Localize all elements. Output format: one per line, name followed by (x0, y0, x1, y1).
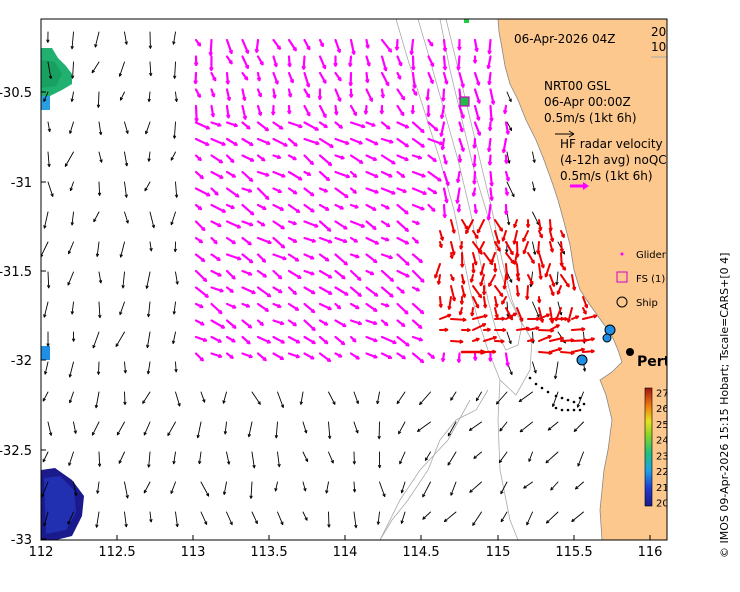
x-tick-label: 112 (29, 545, 54, 560)
y-tick-label: -31 (11, 176, 32, 191)
y-tick-label: -32.5 (0, 444, 32, 459)
svg-text:06-Apr 00:00Z: 06-Apr 00:00Z (544, 95, 631, 109)
y-tick-label: -33 (11, 533, 32, 548)
x-tick-label: 115.5 (555, 545, 592, 560)
colorbar-tick: 27 (656, 389, 669, 400)
svg-text:(4-12h avg) noQC: (4-12h avg) noQC (560, 153, 667, 167)
colorbar-tick: 23 (656, 451, 669, 462)
y-tick-label: -32 (11, 354, 32, 369)
sst-patches (41, 48, 84, 540)
glider-top-marker (464, 19, 469, 23)
ship-markers (576, 324, 616, 366)
x-tick-label: 115 (486, 545, 511, 560)
x-tick-label: 116 (638, 545, 663, 560)
x-tick-label: 113.5 (250, 545, 287, 560)
glider-dot-icon (620, 252, 624, 256)
model-arrows (41, 31, 587, 529)
credit-text: © IMOS 09-Apr-2026 15:15 Hobart; Tscale=… (718, 253, 731, 558)
legend-item-ship: Ship (636, 298, 658, 309)
contour-label-200m: 200m (651, 25, 686, 39)
x-tick-label: 113 (181, 545, 206, 560)
colorbar-tick: 25 (656, 420, 669, 431)
hf-radar-info: HF radar velocity (4-12h avg) noQC 0.5m/… (560, 137, 667, 183)
svg-text:0.5m/s (1kt 6h): 0.5m/s (1kt 6h) (560, 169, 653, 183)
svg-text:NRT00 GSL: NRT00 GSL (544, 79, 611, 93)
y-tick-label: -30.5 (0, 86, 32, 101)
colorbar-tick: 26 (656, 404, 669, 415)
sst-colorbar (644, 387, 653, 507)
model-info: NRT00 GSL 06-Apr 00:00Z 0.5m/s (1kt 6h) (544, 79, 637, 125)
contour-label-1000m: 1000m (651, 40, 693, 54)
glider-dots (528, 376, 586, 412)
x-tick-label: 114 (333, 545, 358, 560)
svg-text:0.5m/s (1kt 6h): 0.5m/s (1kt 6h) (544, 111, 637, 125)
perth-label: Perth (637, 354, 680, 370)
legend-item-fs: FS (1) (636, 274, 665, 285)
colorbar-tick: 24 (656, 436, 669, 447)
legend: Glider FS (1) Ship (616, 250, 667, 309)
colorbar-tick: 22 (656, 467, 669, 478)
date-label: 06-Apr-2026 04Z (514, 32, 616, 46)
legend-item-glider: Glider (636, 250, 667, 261)
x-tick-label: 112.5 (98, 545, 135, 560)
svg-text:HF radar velocity: HF radar velocity (560, 137, 663, 151)
land-mass (497, 19, 667, 540)
y-tick-label: -31.5 (0, 265, 32, 280)
ship-circle-icon (616, 296, 628, 308)
y-axis-ticks: -30.5 -31 -31.5 -32 -32.5 -33 (0, 86, 46, 548)
nrt-arrows (193, 38, 511, 367)
colorbar-ticks: 27 26 25 24 23 22 21 20 (656, 389, 669, 510)
perth-marker (626, 348, 634, 356)
fs-square-icon (616, 271, 628, 283)
colorbar-label: 4h comp, p50, All Sats (676, 396, 687, 522)
colorbar-tick: 21 (656, 483, 669, 494)
x-tick-label: 114.5 (402, 545, 439, 560)
fs-marker (459, 96, 470, 107)
hf-radar-arrows (433, 219, 598, 356)
x-axis-ticks: 112 112.5 113 113.5 114 114.5 115 115.5 116 (29, 535, 663, 560)
colorbar-tick: 20 (656, 499, 669, 510)
